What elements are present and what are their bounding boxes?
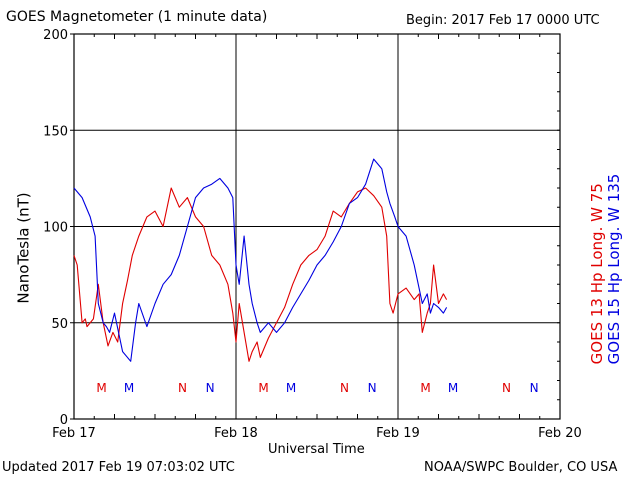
marker-label: N — [340, 381, 349, 395]
series-lines — [73, 158, 448, 362]
x-tick-label: Feb 18 — [214, 426, 258, 441]
grid — [70, 33, 561, 420]
legend-goes15: GOES 15 Hp Long. W 135 — [605, 173, 623, 365]
source-credit: NOAA/SWPC Boulder, CO USA — [424, 460, 618, 475]
marker-label: N — [178, 381, 187, 395]
x-tick-label: Feb 19 — [376, 426, 420, 441]
y-tick-label: 150 — [43, 124, 68, 139]
series-legend: GOES 13 Hp Long. W 75 GOES 15 Hp Long. W… — [587, 173, 624, 365]
y-tick-label: 100 — [43, 221, 68, 236]
goes13-line — [73, 187, 448, 362]
updated-timestamp: Updated 2017 Feb 19 07:03:02 UTC — [2, 460, 235, 475]
marker-label: N — [502, 381, 511, 395]
tick-labels: 0 50 100 150 200 Feb 17 Feb 18 Feb 19 Feb 20 — [43, 28, 582, 441]
x-tick-label: Feb 20 — [538, 426, 582, 441]
y-axis-label: NanoTesla (nT) — [14, 192, 33, 304]
marker-label: N — [530, 381, 539, 395]
y-tick-label: 200 — [43, 28, 68, 43]
begin-time: Begin: 2017 Feb 17 0000 UTC — [406, 13, 600, 28]
y-tick-label: 50 — [51, 317, 68, 332]
marker-label: M — [448, 381, 458, 395]
y-tick-label: 0 — [60, 413, 68, 428]
legend-goes13: GOES 13 Hp Long. W 75 — [587, 183, 606, 365]
marker-label: M — [96, 381, 106, 395]
marker-label: M — [124, 381, 134, 395]
x-axis-label: Universal Time — [268, 442, 365, 457]
marker-label: M — [258, 381, 268, 395]
marker-label: N — [206, 381, 215, 395]
chart-title: GOES Magnetometer (1 minute data) — [6, 9, 268, 25]
x-tick-label: Feb 17 — [52, 426, 96, 441]
marker-label: N — [368, 381, 377, 395]
marker-label: M — [420, 381, 430, 395]
marker-label: M — [286, 381, 296, 395]
goes15-line — [73, 158, 448, 362]
